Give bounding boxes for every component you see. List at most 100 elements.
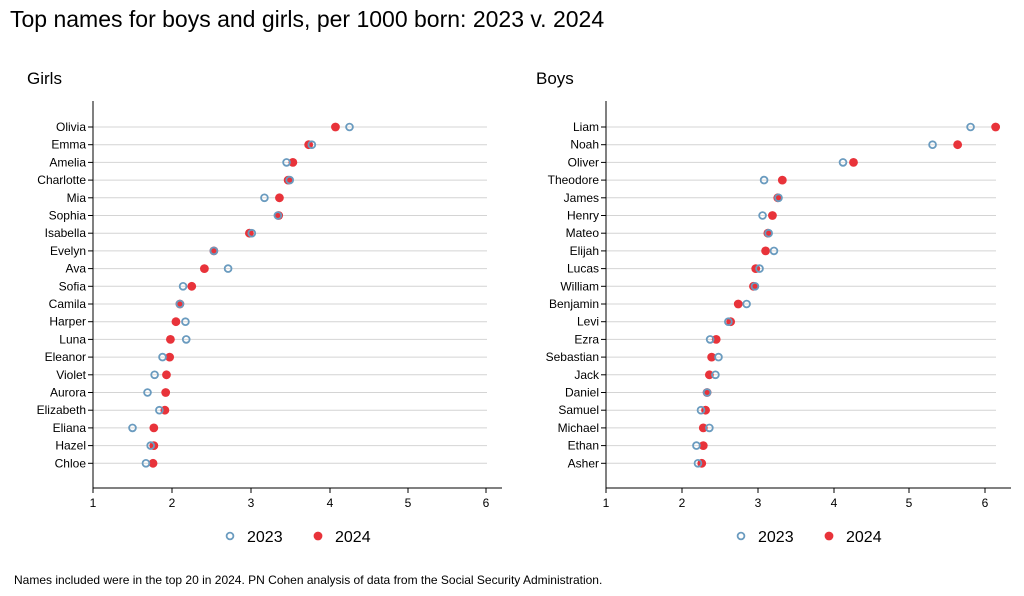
- panel-title: Girls: [27, 69, 62, 88]
- marker-2023: [764, 228, 773, 238]
- x-tick-label: 1: [90, 496, 97, 510]
- name-label: Harper: [49, 315, 86, 329]
- marker-2024: [953, 140, 963, 150]
- marker-2024: [245, 228, 254, 238]
- legend-marker-2023: [225, 531, 235, 541]
- name-label: James: [564, 191, 599, 205]
- name-label: Ethan: [568, 439, 599, 453]
- name-label: Olivia: [56, 120, 86, 134]
- marker-2023: [175, 299, 185, 309]
- name-label: Hazel: [55, 439, 86, 453]
- source-note: Names included were in the top 20 in 202…: [14, 573, 603, 587]
- name-label: Theodore: [548, 173, 600, 187]
- x-tick-label: 5: [405, 496, 412, 510]
- marker-2024: [148, 458, 158, 468]
- marker-2023: [692, 441, 701, 450]
- name-label: Chloe: [55, 456, 87, 470]
- marker-2023: [223, 264, 233, 273]
- marker-2023: [769, 246, 779, 256]
- marker-2023: [307, 140, 317, 150]
- name-label: Emma: [51, 138, 86, 152]
- name-label: Henry: [567, 209, 599, 223]
- x-tick-label: 2: [169, 496, 176, 510]
- marker-2023: [181, 335, 191, 344]
- name-label: Sebastian: [546, 350, 599, 364]
- legend-marker-2024: [824, 531, 834, 541]
- marker-2024: [283, 175, 293, 185]
- marker-2024: [162, 370, 171, 380]
- name-label: Sofia: [59, 279, 87, 293]
- marker-2024: [165, 352, 175, 362]
- name-label: Liam: [573, 120, 599, 134]
- name-label: Elijah: [570, 244, 599, 258]
- name-label: Evelyn: [50, 244, 86, 258]
- marker-2023: [838, 158, 848, 167]
- x-tick-label: 1: [603, 496, 610, 510]
- x-tick-label: 6: [483, 496, 490, 510]
- name-label: Luna: [59, 332, 86, 346]
- marker-2024: [761, 246, 770, 256]
- marker-2023: [155, 405, 164, 415]
- marker-2024: [991, 122, 1001, 132]
- legend-label-2023: 2023: [758, 529, 794, 546]
- name-label: Ava: [66, 262, 87, 276]
- marker-2023: [774, 193, 783, 203]
- marker-2023: [755, 264, 764, 273]
- marker-2024: [777, 175, 787, 185]
- marker-2023: [705, 335, 715, 344]
- name-label: Ezra: [574, 332, 599, 346]
- name-label: Charlotte: [37, 173, 86, 187]
- x-tick-label: 3: [248, 496, 255, 510]
- marker-2023: [705, 423, 714, 433]
- marker-2023: [150, 370, 159, 380]
- marker-2023: [146, 441, 155, 450]
- marker-2024: [698, 441, 708, 450]
- name-label: Eliana: [53, 421, 87, 435]
- marker-2024: [331, 122, 340, 132]
- legend-label-2023: 2023: [247, 529, 283, 546]
- name-label: Michael: [558, 421, 599, 435]
- marker-2023: [714, 352, 723, 362]
- name-label: Mateo: [566, 226, 600, 240]
- x-tick-label: 4: [327, 496, 334, 510]
- marker-2023: [928, 140, 937, 150]
- name-label: Sophia: [49, 209, 87, 223]
- name-label: Aurora: [50, 386, 86, 400]
- marker-2023: [282, 158, 291, 167]
- x-tick-label: 4: [831, 496, 838, 510]
- marker-2024: [149, 423, 159, 433]
- name-label: Jack: [574, 368, 600, 382]
- marker-2023: [247, 228, 257, 238]
- marker-2023: [158, 352, 167, 362]
- name-label: Noah: [570, 138, 599, 152]
- marker-2024: [698, 423, 708, 433]
- marker-2023: [345, 122, 354, 132]
- marker-2024: [161, 388, 171, 397]
- x-tick-label: 5: [906, 496, 913, 510]
- marker-2023: [273, 211, 283, 220]
- name-label: Mia: [67, 191, 87, 205]
- marker-2024: [768, 211, 777, 220]
- marker-2023: [759, 175, 769, 185]
- name-label: Levi: [577, 315, 599, 329]
- x-tick-label: 3: [755, 496, 762, 510]
- marker-2023: [966, 122, 975, 132]
- marker-2023: [141, 458, 151, 468]
- marker-2023: [724, 317, 733, 327]
- name-label: Samuel: [558, 403, 599, 417]
- marker-2023: [711, 370, 720, 380]
- girls-panel: Girls Olivia Emma Amelia Charlotte Mia Sophia I…: [27, 69, 502, 546]
- x-tick-label: 2: [679, 496, 686, 510]
- name-label: Violet: [56, 368, 86, 382]
- legend-marker-2023: [736, 531, 746, 541]
- marker-2023: [209, 246, 219, 256]
- marker-2024: [199, 264, 209, 273]
- marker-2024: [187, 281, 197, 291]
- chart-title: Top names for boys and girls, per 1000 b…: [10, 6, 605, 32]
- legend-label-2024: 2024: [846, 529, 882, 546]
- marker-2023: [285, 175, 295, 185]
- marker-2024: [711, 335, 721, 344]
- name-label: Benjamin: [549, 297, 599, 311]
- name-label: Elizabeth: [37, 403, 86, 417]
